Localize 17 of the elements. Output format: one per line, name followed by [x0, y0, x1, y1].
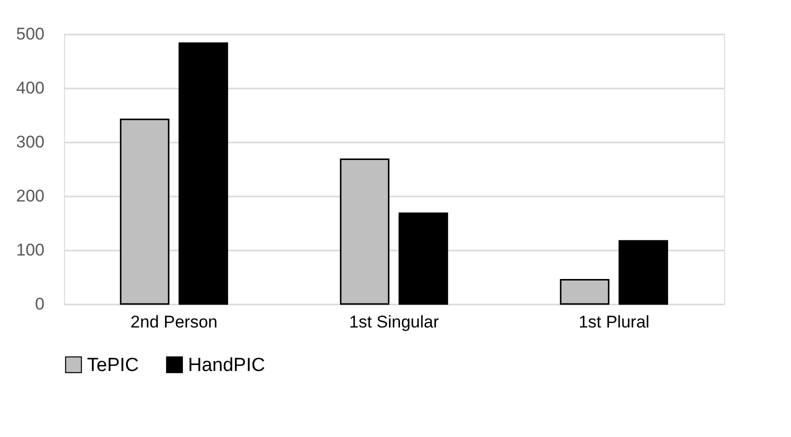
x-tick-label: 2nd Person — [130, 312, 218, 332]
bar — [398, 212, 448, 305]
bar — [120, 118, 170, 305]
y-tick-label: 200 — [16, 186, 44, 206]
bar — [340, 158, 390, 305]
y-tick-label: 0 — [35, 294, 44, 314]
bar — [618, 240, 668, 305]
bar — [178, 42, 228, 305]
x-tick-label: 1st Plural — [578, 312, 650, 332]
y-tick-label: 300 — [16, 132, 44, 152]
y-tick-label: 100 — [16, 240, 44, 260]
y-tick-label: 500 — [16, 24, 44, 44]
bar — [560, 278, 610, 305]
legend-label: TePIC — [87, 354, 139, 376]
y-tick-label: 400 — [16, 78, 44, 98]
legend-label: HandPIC — [188, 354, 266, 376]
x-tick-label: 1st Singular — [349, 312, 440, 332]
